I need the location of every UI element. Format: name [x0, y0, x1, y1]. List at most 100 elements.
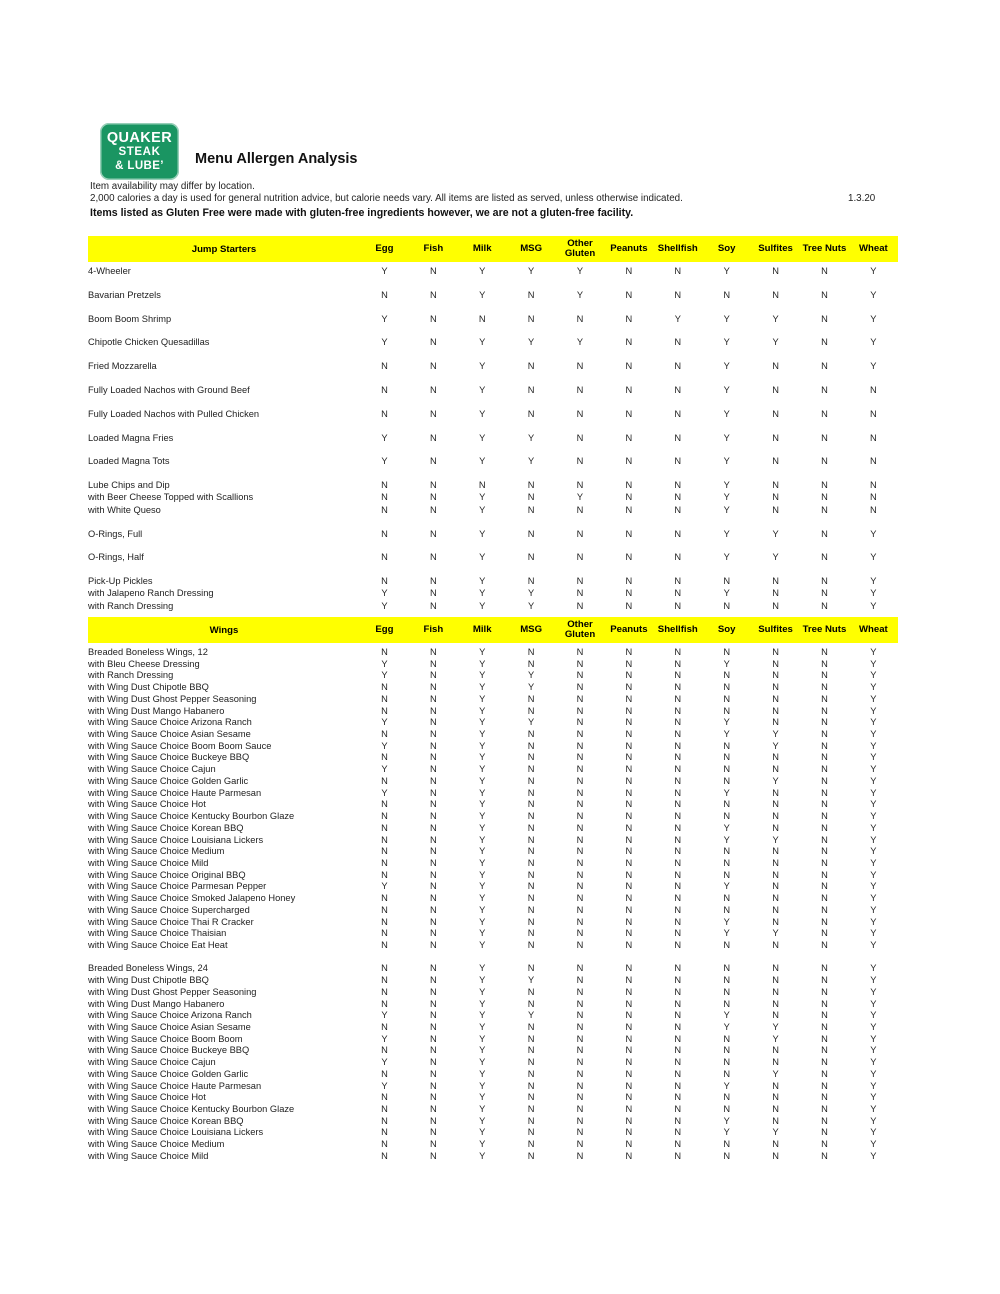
- allergen-flag: Y: [723, 881, 730, 892]
- item-name: with Beer Cheese Topped with Scallions: [88, 492, 254, 503]
- allergen-flag: N: [674, 504, 682, 515]
- table-row: with Wing Sauce Choice Hot N N Y N N N N N N N Y: [88, 1092, 898, 1104]
- allergen-flag: N: [674, 822, 682, 833]
- allergen-flag: N: [527, 916, 535, 927]
- allergen-flag: Y: [772, 834, 779, 845]
- allergen-flag: N: [576, 939, 584, 950]
- column-header: MSG: [520, 623, 543, 635]
- allergen-flag: Y: [479, 682, 486, 693]
- column-header: Milk: [472, 623, 492, 635]
- allergen-flag: N: [723, 764, 731, 775]
- allergen-flag: N: [576, 764, 584, 775]
- allergen-flag: N: [576, 893, 584, 904]
- allergen-flag: N: [821, 670, 828, 681]
- allergen-flag: Y: [772, 1021, 779, 1032]
- table-row: with Wing Sauce Choice Mild N N Y N N N N N N N Y: [88, 858, 898, 870]
- allergen-flag: N: [576, 432, 584, 443]
- allergen-flag: N: [576, 740, 584, 751]
- allergen-flag: Y: [870, 693, 877, 704]
- allergen-flag: N: [429, 658, 437, 669]
- allergen-flag: Y: [870, 576, 877, 587]
- allergen-flag: N: [625, 337, 633, 348]
- allergen-flag: Y: [723, 588, 730, 599]
- allergen-flag: N: [527, 1045, 535, 1056]
- allergen-flag: N: [674, 432, 682, 443]
- allergen-flag: N: [429, 480, 437, 491]
- allergen-flag: N: [527, 1139, 535, 1150]
- allergen-flag: N: [723, 600, 731, 611]
- allergen-flag: Y: [723, 480, 730, 491]
- column-header: Wheat: [858, 623, 888, 635]
- allergen-flag: N: [381, 928, 388, 939]
- allergen-flag: N: [576, 1092, 584, 1103]
- allergen-flag: N: [821, 480, 828, 491]
- table-row: with Wing Dust Mango Habanero N N Y N N N N N N N Y: [88, 706, 898, 718]
- allergen-flag: N: [674, 1080, 682, 1091]
- allergen-flag: N: [429, 893, 437, 904]
- table-row: Loaded Magna Tots Y N Y Y N N N Y N N N: [88, 456, 898, 468]
- allergen-flag: Y: [870, 834, 877, 845]
- allergen-flag: N: [429, 787, 437, 798]
- table-row: with Wing Dust Chipotle BBQ N N Y Y N N N N N N Y: [88, 682, 898, 694]
- allergen-flag: N: [625, 928, 633, 939]
- allergen-flag: N: [723, 647, 731, 657]
- allergen-flag: N: [527, 904, 535, 915]
- allergen-flag: N: [821, 916, 828, 927]
- allergen-flag: N: [527, 1150, 535, 1161]
- allergen-flag: N: [625, 975, 633, 986]
- allergen-flag: N: [625, 811, 633, 822]
- allergen-flag: N: [381, 693, 388, 704]
- allergen-flag: N: [429, 1115, 437, 1126]
- allergen-flag: Y: [674, 313, 681, 324]
- allergen-flag: Y: [479, 600, 486, 611]
- allergen-flag: Y: [723, 834, 730, 845]
- table-row: with Wing Sauce Choice Kentucky Bourbon …: [88, 1104, 898, 1116]
- column-header: Fish: [423, 242, 444, 254]
- table-row: O-Rings, Full N N Y N N N N Y Y N Y: [88, 529, 898, 541]
- allergen-flag: N: [527, 963, 535, 974]
- allergen-flag: Y: [870, 337, 877, 348]
- allergen-flag: Y: [772, 1033, 779, 1044]
- table-row: with Wing Sauce Choice Arizona Ranch Y N Y Y…: [88, 1010, 898, 1022]
- allergen-flag: Y: [870, 928, 877, 939]
- allergen-flag: N: [429, 775, 437, 786]
- allergen-flag: Y: [870, 1104, 877, 1114]
- allergen-flag: N: [821, 893, 828, 904]
- allergen-flag: Y: [479, 799, 486, 810]
- allergen-flag: Y: [870, 916, 877, 927]
- allergen-flag: Y: [479, 752, 486, 763]
- allergen-flag: N: [625, 1057, 633, 1068]
- table-row: Loaded Magna Fries Y N Y Y N N N Y N N N: [88, 433, 898, 445]
- item-name: with Wing Sauce Choice Kentucky Bourbon …: [88, 811, 295, 822]
- allergen-flag: N: [723, 811, 731, 822]
- allergen-flag: N: [821, 588, 828, 599]
- allergen-flag: N: [625, 705, 633, 716]
- allergen-flag: N: [576, 1150, 584, 1161]
- note-gluten-free: Items listed as Gluten Free were made wi…: [90, 206, 634, 219]
- allergen-flag: N: [625, 588, 633, 599]
- allergen-flag: N: [576, 670, 584, 681]
- allergen-flag: Y: [870, 740, 877, 751]
- allergen-flag: N: [527, 775, 535, 786]
- allergen-flag: N: [527, 846, 535, 857]
- allergen-flag: N: [772, 869, 779, 880]
- allergen-flag: Y: [479, 504, 486, 515]
- allergen-flag: Y: [870, 1010, 877, 1021]
- disclaimer-notes: Item availability may differ by location…: [90, 181, 890, 219]
- allergen-flag: N: [576, 658, 584, 669]
- allergen-flag: N: [527, 857, 535, 868]
- allergen-flag: N: [723, 963, 731, 974]
- allergen-flag: N: [821, 1010, 828, 1021]
- allergen-flag: Y: [576, 289, 584, 300]
- allergen-flag: Y: [576, 492, 584, 503]
- item-name: with Ranch Dressing: [88, 670, 174, 681]
- allergen-flag: N: [625, 266, 633, 276]
- allergen-flag: Y: [870, 846, 877, 857]
- allergen-flag: N: [723, 693, 731, 704]
- item-name: Breaded Boneless Wings, 12: [88, 647, 208, 657]
- allergen-flag: N: [821, 822, 828, 833]
- allergen-flag: N: [429, 729, 437, 740]
- item-name: with Wing Sauce Choice Hot: [88, 1092, 206, 1103]
- allergen-flag: Y: [479, 975, 486, 986]
- allergen-flag: N: [527, 928, 535, 939]
